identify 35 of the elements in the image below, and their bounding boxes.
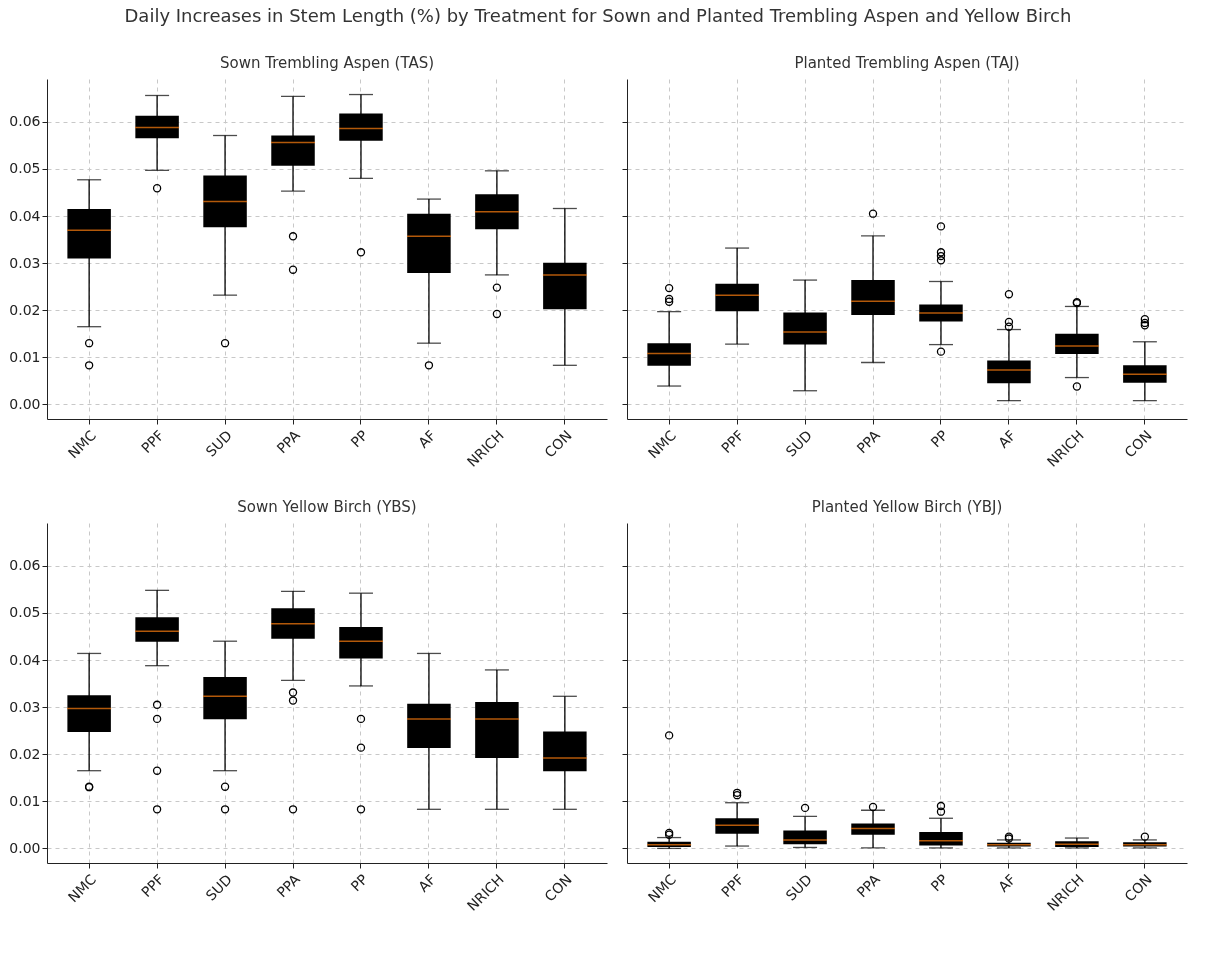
y-tick-label: 0.00 — [9, 839, 41, 856]
x-tick-label: PPF — [138, 427, 167, 457]
x-tick-label: PPA — [273, 870, 304, 901]
chart-title: Sown Yellow Birch (YBS) — [237, 498, 417, 516]
x-tick-label: PPF — [718, 871, 747, 901]
y-tick-label: 0.01 — [9, 348, 41, 365]
chart-title: Planted Trembling Aspen (TAJ) — [794, 54, 1020, 72]
x-tick-label: PP — [927, 871, 951, 895]
y-tick-label: 0.05 — [9, 604, 41, 621]
x-tick-label: PPF — [138, 871, 167, 901]
y-tick-label: 0.01 — [9, 792, 41, 809]
x-tick-label: AF — [995, 871, 1019, 895]
x-tick-label: PP — [347, 427, 371, 451]
x-tick-label: PPA — [853, 870, 884, 901]
y-tick-label: 0.00 — [9, 395, 41, 412]
x-tick-label: AF — [415, 427, 439, 451]
x-tick-label: AF — [995, 427, 1019, 451]
chart-title: Sown Trembling Aspen (TAS) — [219, 54, 435, 72]
y-tick-label: 0.06 — [9, 557, 41, 574]
x-tick-label: PP — [347, 871, 371, 895]
y-tick-label: 0.03 — [9, 254, 41, 271]
x-tick-label: PP — [927, 427, 951, 451]
x-tick-label: PPA — [273, 426, 304, 457]
y-tick-label: 0.05 — [9, 160, 41, 177]
y-tick-label: 0.03 — [9, 698, 41, 715]
chart-title: Planted Yellow Birch (YBJ) — [811, 498, 1003, 516]
y-tick-label: 0.02 — [9, 301, 41, 318]
x-tick-label: AF — [415, 871, 439, 895]
x-tick-label: PPF — [718, 427, 747, 457]
y-tick-label: 0.06 — [9, 113, 41, 130]
x-tick-label: PPA — [853, 426, 884, 457]
y-tick-label: 0.02 — [9, 745, 41, 762]
text: Daily Increases in Stem Length (%) by Treatment for Sown and Planted Trembling Aspen and Yellow Birch — [124, 5, 1072, 26]
y-tick-label: 0.04 — [9, 651, 41, 668]
y-tick-label: 0.04 — [9, 207, 41, 224]
